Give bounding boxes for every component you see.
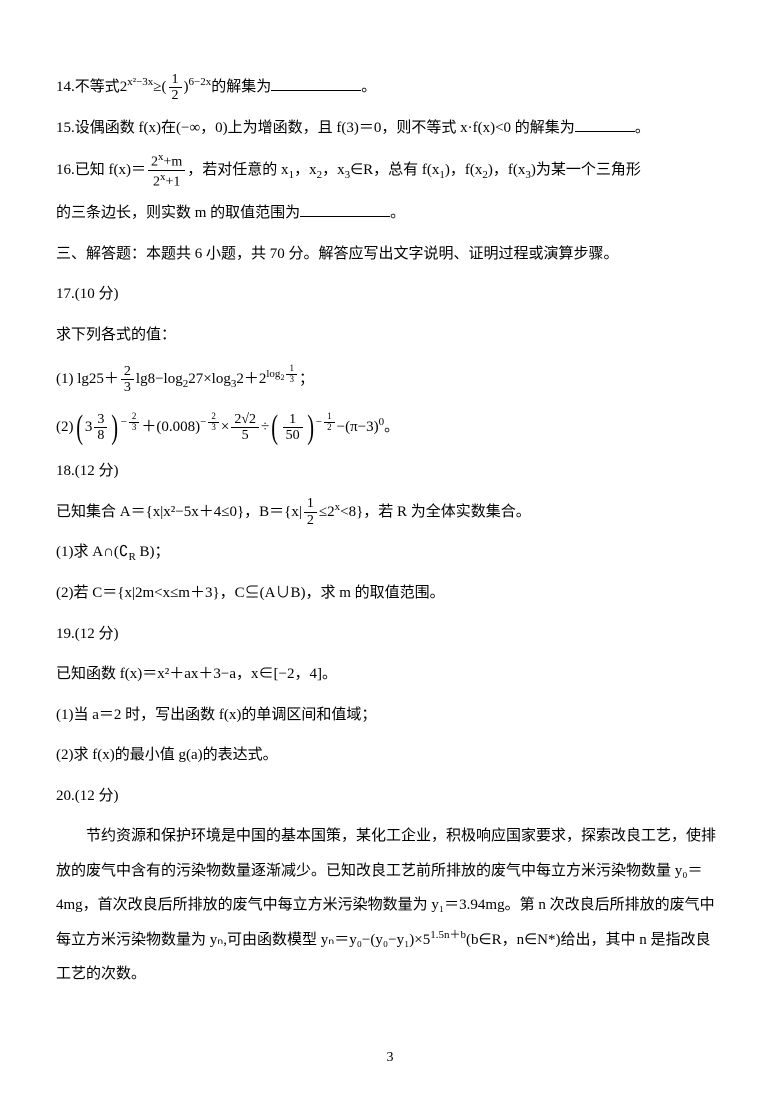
q14-postexp: 6−2x — [189, 76, 212, 88]
q15-blank — [575, 117, 635, 132]
q14-geq: ≥( — [153, 79, 166, 95]
q16-l2b: 。 — [390, 205, 405, 221]
question-14: 14.不等式2x²−3x≥(12)6−2x的解集为。 — [56, 70, 724, 105]
q16-prefix: 16.已知 f(x)＝ — [56, 162, 146, 178]
question-20-para: 节约资源和保护环境是中国的基本国策，某化工企业，积极响应国家要求，探索改良工艺，… — [56, 819, 724, 992]
question-16-l2: 的三条边长，则实数 m 的取值范围为 。 — [56, 196, 724, 231]
q16-l2a: 的三条边长，则实数 m 的取值范围为 — [56, 205, 300, 221]
question-18-head: 18.(12 分) — [56, 454, 724, 489]
q15-period: 。 — [635, 120, 650, 136]
question-18-p2: (2)若 C＝{x|2m<x≤m＋3}，C⊆(A∪B)，求 m 的取值范围。 — [56, 576, 724, 611]
q15-text: 15.设偶函数 f(x)在(−∞，0)上为增函数，且 f(3)＝0，则不等式 x… — [56, 120, 575, 136]
question-19-p1: (1)当 a＝2 时，写出函数 f(x)的单调区间和值域； — [56, 698, 724, 733]
question-19-l1: 已知函数 f(x)＝x²＋ax＋3−a，x∈[−2，4]。 — [56, 657, 724, 692]
document-page: 14.不等式2x²−3x≥(12)6−2x的解集为。 15.设偶函数 f(x)在… — [0, 0, 780, 1032]
q14-exp: x²−3x — [127, 76, 153, 88]
q14-frac: 12 — [169, 72, 182, 104]
q16-blank — [300, 202, 390, 217]
question-19-p2: (2)求 f(x)的最小值 g(a)的表达式。 — [56, 738, 724, 773]
q16-mid: ，若对任意的 x — [187, 162, 288, 178]
question-18-p1: (1)求 A∩(∁R B)； — [56, 535, 724, 570]
question-17-p2: (2)(338)−23＋(0.008)−23×2√25÷(150)−12−(π−… — [56, 406, 724, 448]
question-19-head: 19.(12 分) — [56, 617, 724, 652]
question-20-head: 20.(12 分) — [56, 779, 724, 814]
q14-blank — [271, 76, 361, 91]
question-18-l1: 已知集合 A＝{x|x²−5x＋4≤0}，B＝{x|12≤2x<8}，若 R 为… — [56, 495, 724, 530]
q14-period: 。 — [361, 79, 376, 95]
question-15: 15.设偶函数 f(x)在(−∞，0)上为增函数，且 f(3)＝0，则不等式 x… — [56, 111, 724, 146]
question-17-p1: (1) lg25＋23lg8−log227×log32＋2log213； — [56, 358, 724, 400]
q14-text: 14.不等式 — [56, 79, 120, 95]
question-17-intro: 求下列各式的值： — [56, 318, 724, 353]
section-3-heading: 三、解答题：本题共 6 小题，共 70 分。解答应写出文字说明、证明过程或演算步… — [56, 237, 724, 272]
q14-suffix: 的解集为 — [211, 79, 271, 95]
question-17-head: 17.(10 分) — [56, 277, 724, 312]
page-number: 3 — [0, 1050, 780, 1066]
question-16-l1: 16.已知 f(x)＝2x+m2x+1，若对任意的 x1，x2，x3∈R，总有 … — [56, 151, 724, 190]
q16-frac: 2x+m2x+1 — [148, 151, 185, 190]
